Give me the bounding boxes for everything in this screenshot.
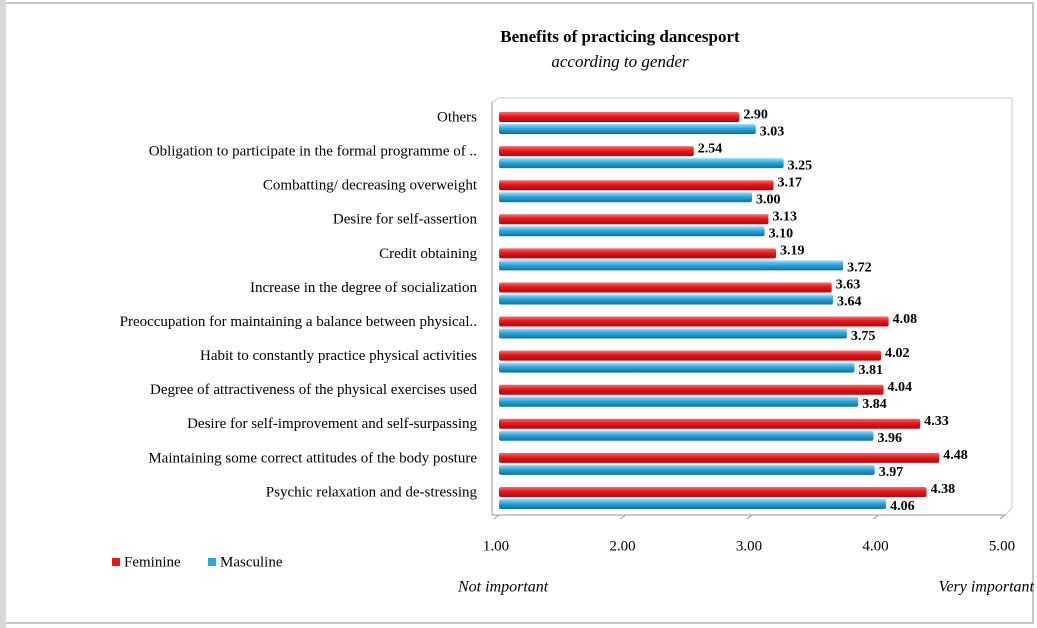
value-label: 3.03	[760, 124, 785, 139]
value-label: 3.17	[778, 175, 803, 190]
chart-subtitle: according to gender	[551, 52, 689, 71]
category-label: Maintaining some correct attitudes of th…	[148, 450, 477, 466]
bar	[499, 430, 874, 441]
category-label: Increase in the degree of socialization	[250, 280, 477, 296]
legend-label: Feminine	[124, 554, 181, 570]
value-label: 3.64	[837, 295, 862, 310]
value-label: 3.75	[851, 329, 876, 344]
value-label: 4.02	[885, 346, 910, 361]
value-label: 4.08	[893, 312, 918, 327]
x-tick-label: 4.00	[862, 538, 888, 554]
value-label: 2.54	[698, 141, 723, 156]
x-tick-label: 3.00	[736, 538, 762, 554]
x-tick-label: 5.00	[989, 538, 1015, 554]
bar	[499, 180, 774, 191]
tick-mark	[493, 514, 500, 520]
bar	[499, 498, 887, 509]
category-label: Others	[437, 109, 477, 125]
value-label: 3.10	[769, 227, 794, 242]
category-label: Desire for self-assertion	[333, 212, 478, 228]
x-tick-label: 2.00	[609, 538, 635, 554]
legend-swatch	[208, 558, 216, 566]
value-label: 4.06	[890, 499, 915, 514]
value-label: 3.81	[858, 363, 883, 378]
bar	[499, 396, 859, 407]
legend-label: Masculine	[220, 554, 283, 570]
bar	[499, 316, 889, 327]
bar	[499, 146, 694, 157]
category-label: Preoccupation for maintaining a balance …	[120, 314, 477, 330]
value-label: 3.00	[756, 192, 781, 207]
bar	[499, 112, 740, 123]
value-label: 4.33	[924, 414, 949, 429]
frame-shadow	[0, 0, 6, 628]
tick-mark	[746, 514, 753, 520]
category-label: Credit obtaining	[379, 246, 477, 262]
bar	[499, 226, 765, 237]
bar	[499, 248, 777, 259]
bar	[499, 282, 832, 293]
category-label: Combatting/ decreasing overweight	[263, 178, 478, 194]
category-label: Desire for self-improvement and self-sur…	[187, 416, 477, 432]
tick-mark	[620, 514, 626, 520]
annotation: Not important	[457, 579, 549, 596]
category-label: Obligation to participate in the formal …	[149, 144, 477, 160]
value-label: 4.48	[943, 448, 968, 463]
value-label: 4.04	[888, 380, 913, 395]
bar	[499, 294, 833, 305]
value-label: 3.19	[780, 244, 805, 259]
value-label: 3.25	[788, 158, 813, 173]
x-tick-label: 1.00	[483, 538, 509, 554]
bar	[499, 328, 847, 339]
value-label: 2.90	[743, 107, 768, 122]
value-label: 3.13	[772, 210, 797, 225]
category-label: Psychic relaxation and de-stressing	[266, 484, 478, 500]
chart-title: Benefits of practicing dancesport	[500, 27, 740, 46]
bar	[499, 124, 756, 135]
category-label: Habit to constantly practice physical ac…	[200, 348, 477, 364]
value-label: 3.96	[877, 431, 902, 446]
bar	[499, 192, 752, 203]
value-label: 3.72	[847, 261, 872, 276]
bar	[499, 350, 882, 361]
value-label: 4.38	[931, 482, 956, 497]
bar	[499, 260, 844, 271]
bar	[499, 158, 784, 169]
tick-mark	[873, 514, 879, 520]
annotation: Very important	[938, 579, 1034, 596]
legend-swatch	[112, 558, 120, 566]
bar	[499, 464, 875, 475]
tick-mark	[999, 514, 1006, 520]
bar	[499, 452, 940, 463]
value-label: 3.63	[836, 278, 861, 293]
category-label: Degree of attractiveness of the physical…	[150, 382, 477, 398]
bar	[499, 362, 855, 373]
bar	[499, 486, 927, 497]
bar	[499, 418, 921, 429]
bar	[499, 384, 884, 395]
bar	[499, 214, 769, 225]
value-label: 3.84	[862, 397, 887, 412]
value-label: 3.97	[879, 465, 904, 480]
